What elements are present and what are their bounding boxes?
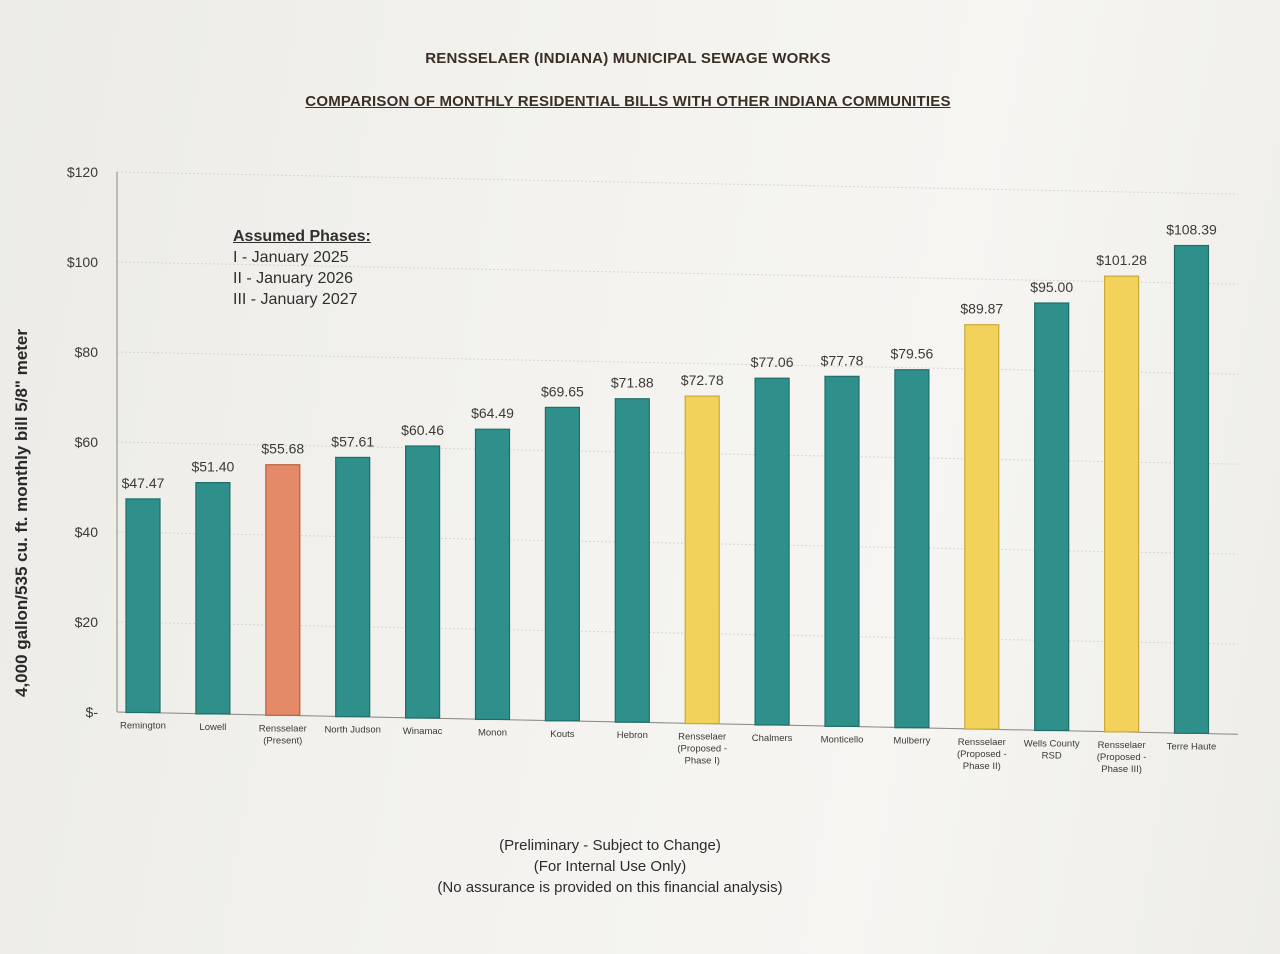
footnote-preliminary: (Preliminary - Subject to Change) [499,837,721,854]
x-tick-label: Monon [478,727,507,738]
gridline [116,351,1239,375]
x-tick-label: Winamac [403,726,443,737]
bar [754,377,790,726]
x-tick-label: (Proposed - [957,749,1007,760]
x-tick-label: Mulberry [893,736,930,747]
data-label: $69.65 [541,383,584,399]
x-tick-label: Lowell [199,722,226,733]
chart-subtitle: COMPARISON OF MONTHLY RESIDENTIAL BILLS … [305,93,951,110]
footnote-internal-use: (For Internal Use Only) [533,858,687,875]
data-label: $51.40 [191,459,234,475]
bar [824,375,860,727]
phase-item: II - January 2026 [233,270,354,287]
y-axis-title: 4,000 gallon/535 cu. ft. monthly bill 5/… [12,328,31,698]
bar [544,406,581,722]
data-label: $89.87 [960,301,1003,317]
y-tick-label: $- [86,704,99,720]
data-label: $95.00 [1030,279,1073,295]
y-tick-label: $60 [75,434,99,450]
data-label: $55.68 [261,441,304,457]
data-label: $71.88 [611,375,654,391]
y-tick-label: $100 [67,254,98,270]
bar [894,369,930,729]
x-tick-label: Terre Haute [1167,741,1217,752]
bar [1034,302,1070,732]
x-tick-label: Rensselaer [259,723,307,734]
data-label: $57.61 [331,433,374,449]
bar [125,498,161,714]
bar [614,398,650,723]
x-tick-label: North Judson [324,725,381,736]
footnotes: (Preliminary - Subject to Change) (For I… [370,835,850,898]
x-tick-label: (Proposed - [1097,752,1147,763]
y-tick-label: $20 [75,614,99,630]
x-tick-label: (Present) [263,735,302,746]
x-tick-label: Phase III) [1101,764,1142,775]
x-tick-label: Chalmers [752,733,793,744]
bar [405,445,441,719]
x-tick-label: Wells County [1024,739,1080,750]
bar [1173,244,1210,734]
x-tick-label: Phase I) [685,756,720,767]
x-tick-label: Phase II) [963,761,1001,772]
x-tick-label: Rensselaer [958,737,1006,748]
bar [1103,275,1140,733]
x-tick-label: Monticello [821,734,864,745]
x-tick-label: Rensselaer [1098,740,1146,751]
y-tick-label: $40 [75,524,99,540]
x-tick-label: Hebron [617,730,648,741]
gridline [116,621,1239,645]
y-tick-label: $80 [75,344,99,360]
data-label: $72.78 [681,372,724,388]
bar [265,464,301,716]
bar [335,456,371,718]
assumed-phases-note: Assumed Phases: I - January 2025 II - Ja… [233,226,371,310]
data-label: $77.06 [751,354,794,370]
phase-item: I - January 2025 [233,249,349,266]
x-tick-label: RSD [1042,751,1062,762]
x-tick-label: Kouts [550,729,575,740]
y-tick-label: $120 [67,164,98,180]
data-label: $101.28 [1096,252,1147,268]
phase-item: III - January 2027 [233,291,358,308]
data-label: $108.39 [1166,222,1217,238]
data-label: $77.78 [821,352,864,368]
x-tick-label: (Proposed - [677,744,727,755]
x-tick-label: Rensselaer [678,732,726,743]
footnote-no-assurance: (No assurance is provided on this financ… [437,879,783,896]
bar [474,428,511,721]
data-label: $47.47 [122,475,165,491]
bar [195,481,231,715]
bar [964,324,1000,730]
bar [684,395,720,725]
gridline [116,171,1239,195]
x-tick-label: Remington [120,721,166,732]
data-label: $64.49 [471,405,514,421]
gridline [116,261,1239,285]
gridline [116,441,1239,465]
data-label: $79.56 [890,346,933,362]
phases-heading: Assumed Phases: [233,228,371,245]
gridline [116,531,1239,555]
data-label: $60.46 [401,422,444,438]
chart-title: RENSSELAER (INDIANA) MUNICIPAL SEWAGE WO… [425,50,831,67]
